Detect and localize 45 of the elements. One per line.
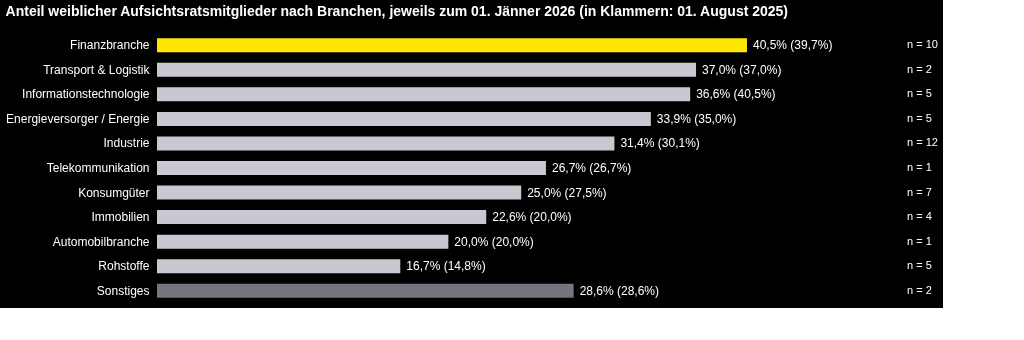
y-tick-label: Rohstoffe [98, 259, 150, 274]
bar [157, 38, 747, 53]
y-tick-label: Immobilien [91, 210, 150, 225]
bar [157, 259, 401, 274]
text: n = 1 [907, 234, 932, 247]
bar [157, 283, 574, 298]
bar [157, 161, 546, 175]
y-tick-label: Automobilbranche [52, 234, 150, 249]
y-tick-label: Telekommunikation [46, 161, 150, 175]
y-tick-label: Transport & Logistik [43, 62, 151, 77]
data-label: 26,7% (26,7%) [551, 161, 632, 175]
y-tick-label: Informationstechnologie [22, 87, 150, 102]
bar [157, 111, 651, 126]
data-label: 31,4% (30,1%) [620, 136, 700, 151]
bar [157, 62, 697, 77]
text: n = 10 [907, 38, 938, 51]
y-tick-label: Finanzbranche [70, 38, 150, 53]
text: n = 7 [907, 185, 932, 198]
bar [157, 185, 522, 200]
text: n = 2 [907, 62, 932, 75]
text: n = 5 [907, 87, 932, 100]
data-label: 22,6% (20,0%) [492, 210, 572, 225]
text: n = 4 [907, 210, 932, 223]
data-label: 40,5% (39,7%) [753, 38, 833, 53]
chart-title: Anteil weiblicher Aufsichtsratsmitglieder nach Branchen, jeweils zum 01. Jänner 2026 (in Klammern: 01. August 2025) [5, 3, 789, 19]
text: n = 5 [907, 259, 932, 272]
y-tick-label: Industrie [103, 136, 150, 151]
y-tick-label: Konsumgüter [78, 185, 150, 200]
data-label: 33,9% (35,0%) [656, 111, 737, 126]
data-label: 25,0% (27,5%) [527, 185, 607, 200]
bar [157, 87, 691, 102]
bar [157, 136, 615, 151]
data-label: 20,0% (20,0%) [454, 234, 534, 249]
text: n = 5 [907, 111, 932, 124]
bar [157, 210, 487, 225]
data-label: 36,6% (40,5%) [696, 87, 776, 102]
text: n = 12 [907, 136, 938, 149]
data-label: 28,6% (28,6%) [579, 283, 660, 298]
bar [157, 234, 449, 249]
y-tick-label: Sonstiges [96, 283, 150, 298]
text: n = 1 [907, 161, 932, 173]
data-label: 37,0% (37,0%) [702, 62, 782, 77]
y-tick-label: Energieversorger / Energie [6, 111, 150, 126]
data-label: 16,7% (14,8%) [406, 259, 486, 274]
text: n = 2 [907, 283, 932, 296]
